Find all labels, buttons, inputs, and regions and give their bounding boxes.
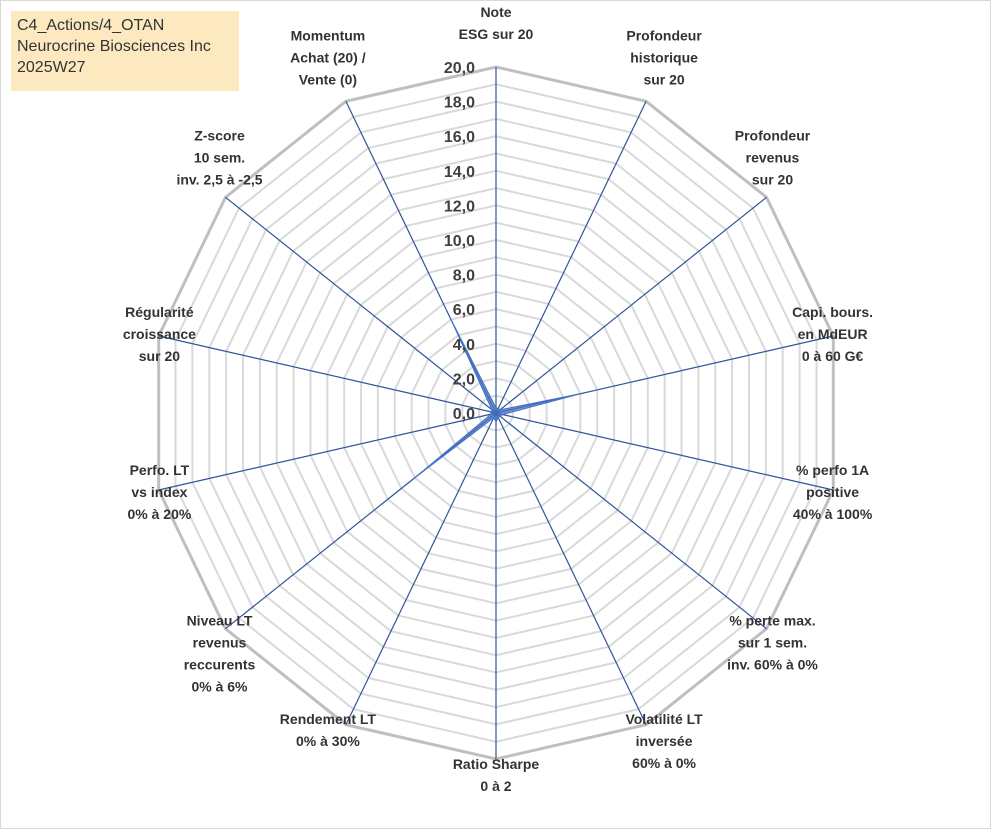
category-label-line: 10 sem. (194, 150, 245, 166)
series-point (499, 409, 501, 411)
axis-spoke (158, 412, 497, 491)
category-label-line: inv. 2,5 à -2,5 (176, 172, 262, 188)
category-label: Ratio Sharpe 0 à 2 (453, 756, 540, 794)
category-label-line: Volatilité LT (625, 711, 703, 727)
category-label: Niveau LT revenus reccurents 0% à 6% (184, 613, 256, 695)
tick-label: 2,0 (453, 371, 475, 388)
radar-axis-labels: Note ESG sur 20 Profondeur historique sur 20… (123, 4, 873, 794)
series-point (495, 407, 497, 409)
category-label-line: revenus (746, 150, 800, 166)
category-label: Momentum Achat (20) / Vente (0) (290, 28, 366, 88)
category-label: Z-score 10 sem. inv. 2,5 à -2,5 (176, 128, 262, 188)
axis-spoke (225, 196, 497, 414)
category-label: Perfo. LT vs index 0% à 20% (127, 462, 191, 522)
category-label-line: ESG sur 20 (459, 26, 534, 42)
tick-label: 8,0 (453, 268, 475, 285)
axis-spoke (495, 412, 647, 725)
series-point (414, 476, 416, 479)
info-line-portfolio: C4_Actions/4_OTAN (17, 17, 165, 34)
category-label-line: Régularité (125, 304, 194, 320)
category-label-line: sur 20 (752, 172, 793, 188)
category-label: Note ESG sur 20 (459, 4, 534, 42)
category-label-line: Vente (0) (299, 72, 357, 88)
category-label-line: croissance (123, 326, 196, 342)
chart-info-box: C4_Actions/4_OTAN Neurocrine Biosciences… (11, 11, 239, 91)
tick-label: 20,0 (444, 60, 475, 77)
category-label: Rendement LT 0% à 30% (280, 711, 377, 749)
series-point (579, 393, 582, 395)
category-label: Capi. bours. en MdEUR 0 à 60 G€ (792, 304, 873, 364)
category-label-line: en MdEUR (798, 326, 868, 342)
axis-spoke (158, 335, 497, 414)
tick-label: 6,0 (453, 302, 475, 319)
category-label-line: 40% à 100% (793, 506, 873, 522)
category-label: Profondeur historique sur 20 (626, 28, 702, 88)
tick-label: 0,0 (453, 406, 475, 423)
axis-spoke (495, 101, 647, 414)
axis-spoke (495, 196, 767, 414)
category-label-line: Achat (20) / (290, 50, 366, 66)
category-label-line: Rendement LT (280, 711, 377, 727)
category-label-line: historique (630, 50, 698, 66)
axis-spoke (345, 412, 497, 725)
series-point (490, 411, 492, 413)
tick-label: 4,0 (453, 337, 475, 354)
category-label-line: % perfo 1A (796, 462, 869, 478)
series-point (497, 416, 500, 419)
radar-series (414, 318, 582, 479)
series-point (492, 416, 495, 419)
series-point (499, 415, 501, 418)
category-label-line: sur 20 (643, 72, 684, 88)
series-point (495, 420, 497, 423)
series-point (497, 407, 500, 410)
category-label-line: Z-score (194, 128, 245, 144)
series-point (501, 413, 504, 416)
category-label-line: Perfo. LT (130, 462, 190, 478)
category-label-line: Momentum (291, 28, 366, 44)
category-label-line: 0 à 2 (480, 778, 511, 794)
tick-label: 14,0 (444, 164, 475, 181)
axis-spoke (495, 412, 767, 630)
category-label: Volatilité LT inversée 60% à 0% (625, 711, 703, 771)
category-label-line: Profondeur (735, 128, 811, 144)
category-label-line: 60% à 0% (632, 755, 696, 771)
category-label-line: sur 20 (139, 348, 180, 364)
category-label-line: 0% à 30% (296, 733, 360, 749)
category-label-line: % perte max. (729, 613, 815, 629)
info-line-company: Neurocrine Biosciences Inc (17, 38, 211, 55)
axis-spoke (495, 412, 834, 491)
category-label: Profondeur revenus sur 20 (735, 128, 811, 188)
category-label-line: Note (480, 4, 511, 20)
category-label-line: inv. 60% à 0% (727, 657, 818, 673)
tick-label: 16,0 (444, 129, 475, 146)
category-label-line: revenus (193, 635, 247, 651)
category-label-line: 0% à 20% (127, 506, 191, 522)
category-label-line: Ratio Sharpe (453, 756, 540, 772)
category-label-line: sur 1 sem. (738, 635, 807, 651)
category-label: % perte max. sur 1 sem. inv. 60% à 0% (727, 613, 818, 673)
category-label: Régularité croissance sur 20 (123, 304, 196, 364)
series-point (491, 409, 493, 411)
category-label-line: inversée (636, 733, 693, 749)
series-point (490, 413, 492, 416)
tick-label: 18,0 (444, 95, 475, 112)
tick-label: 10,0 (444, 233, 475, 250)
category-label-line: reccurents (184, 657, 256, 673)
tick-label: 12,0 (444, 198, 475, 215)
category-label-line: 0 à 60 G€ (802, 348, 864, 364)
category-label-line: Capi. bours. (792, 304, 873, 320)
category-label: % perfo 1A positive 40% à 100% (793, 462, 873, 522)
series-point (450, 318, 452, 321)
radar-spokes (158, 67, 834, 759)
category-label-line: vs index (131, 484, 187, 500)
info-line-week: 2025W27 (17, 59, 86, 76)
category-label-line: Niveau LT (187, 613, 253, 629)
category-label-line: 0% à 6% (191, 679, 248, 695)
category-label-line: Profondeur (626, 28, 702, 44)
category-label-line: positive (806, 484, 859, 500)
radar-tick-labels: 0,0 2,0 4,0 6,0 8,0 10,0 12,0 14,0 16,0 18,0 20,0 (444, 60, 475, 423)
